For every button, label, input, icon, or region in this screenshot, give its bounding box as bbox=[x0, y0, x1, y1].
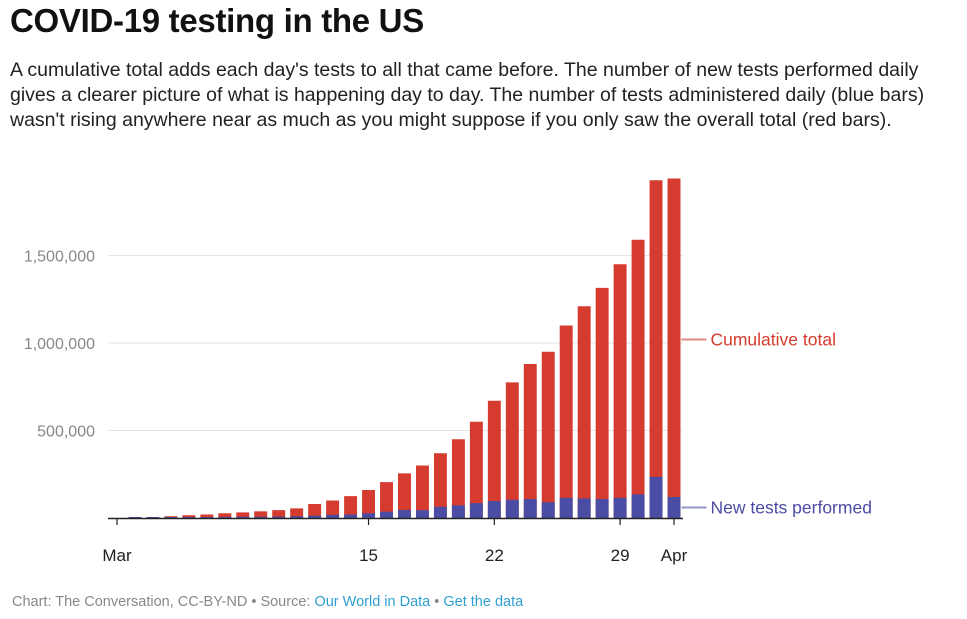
cumulative-bar bbox=[613, 264, 627, 518]
cumulative-bar bbox=[649, 180, 663, 518]
new-tests-bar bbox=[146, 517, 160, 518]
cumulative-bar bbox=[667, 178, 681, 518]
cumulative-bar bbox=[362, 490, 376, 518]
cumulative-bar bbox=[541, 351, 555, 518]
x-tick-label: 29 bbox=[611, 546, 630, 565]
new-tests-bar bbox=[236, 516, 250, 518]
chart-canvas: 500,000 1,000,000 1,500,000 Mar 15 22 29 Apr Cu… bbox=[24, 178, 872, 566]
new-tests-bar bbox=[577, 498, 591, 518]
new-tests-bar bbox=[541, 502, 555, 518]
x-tick-label: 15 bbox=[359, 546, 378, 565]
new-tests-bar bbox=[595, 499, 609, 518]
y-tick-label: 500,000 bbox=[37, 424, 95, 441]
new-tests-bar bbox=[398, 509, 411, 518]
new-tests-bar bbox=[631, 494, 645, 518]
new-tests-bar bbox=[344, 514, 358, 518]
get-data-link[interactable]: Get the data bbox=[443, 594, 524, 610]
legend-cumulative: Cumulative total bbox=[710, 330, 835, 350]
cumulative-bar bbox=[290, 508, 304, 518]
cumulative-bar bbox=[308, 504, 322, 518]
x-tick-label: Apr bbox=[661, 546, 688, 565]
chart-subtitle: A cumulative total adds each day's tests… bbox=[10, 59, 925, 131]
new-tests-bar bbox=[559, 497, 573, 518]
cumulative-bar bbox=[415, 465, 429, 518]
new-tests-bar bbox=[649, 476, 663, 518]
cumulative-bar bbox=[236, 512, 250, 518]
cumulative-bar bbox=[505, 382, 519, 518]
cumulative-bar bbox=[451, 439, 465, 518]
cumulative-bar bbox=[631, 239, 645, 518]
axes: 500,000 1,000,000 1,500,000 Mar 15 22 29 Apr bbox=[24, 249, 688, 566]
new-tests-bar bbox=[128, 517, 142, 518]
y-tick-label: 1,500,000 bbox=[24, 249, 95, 266]
footer-separator: • bbox=[430, 594, 444, 610]
new-tests-bar bbox=[182, 517, 196, 518]
new-tests-bar bbox=[272, 516, 286, 518]
new-tests-bar bbox=[469, 503, 483, 518]
new-tests-bar bbox=[487, 501, 501, 518]
new-tests-bar bbox=[164, 517, 178, 518]
cumulative-bar bbox=[577, 306, 591, 518]
new-tests-bar bbox=[415, 510, 429, 518]
cumulative-bar bbox=[272, 510, 286, 518]
new-tests-bar bbox=[308, 515, 322, 518]
x-tick-label: Mar bbox=[102, 546, 132, 565]
chart-footer: Chart: The Conversation, CC-BY-ND • Sour… bbox=[12, 594, 523, 610]
y-tick-label: 1,000,000 bbox=[24, 336, 95, 353]
legend-new-tests: New tests performed bbox=[710, 498, 871, 518]
series-legend: Cumulative total New tests performed bbox=[681, 330, 872, 518]
cumulative-bar bbox=[380, 482, 393, 518]
cumulative-bar bbox=[254, 511, 268, 518]
cumulative-bar bbox=[326, 500, 340, 518]
new-tests-bar bbox=[362, 513, 376, 518]
cumulative-bar bbox=[218, 513, 232, 518]
cumulative-bar bbox=[595, 287, 609, 518]
new-tests-bar bbox=[505, 499, 519, 518]
x-tick-label: 22 bbox=[485, 546, 504, 565]
footer-credit: Chart: The Conversation, CC-BY-ND • Sour… bbox=[12, 594, 315, 610]
new-tests-bar bbox=[290, 516, 304, 518]
new-tests-bar bbox=[200, 517, 214, 518]
new-tests-bar bbox=[433, 506, 447, 518]
new-tests-bar bbox=[218, 516, 232, 518]
cumulative-bar bbox=[469, 421, 483, 518]
new-tests-bars bbox=[128, 476, 681, 518]
chart-title: COVID-19 testing in the US bbox=[10, 2, 424, 39]
source-link[interactable]: Our World in Data bbox=[314, 594, 431, 610]
new-tests-bar bbox=[667, 497, 681, 518]
cumulative-bar bbox=[487, 400, 501, 518]
cumulative-bar bbox=[182, 515, 196, 518]
cumulative-bar bbox=[559, 325, 573, 518]
cumulative-bar bbox=[433, 453, 447, 518]
new-tests-bar bbox=[254, 516, 268, 518]
new-tests-bar bbox=[523, 499, 537, 518]
cumulative-bar bbox=[200, 514, 214, 518]
new-tests-bar bbox=[451, 505, 465, 518]
new-tests-bar bbox=[613, 497, 627, 518]
cumulative-bars bbox=[128, 178, 681, 518]
new-tests-bar bbox=[326, 514, 340, 518]
cumulative-bar bbox=[523, 364, 537, 518]
cumulative-bar bbox=[398, 473, 411, 518]
new-tests-bar bbox=[380, 511, 393, 518]
cumulative-bar bbox=[344, 496, 358, 518]
